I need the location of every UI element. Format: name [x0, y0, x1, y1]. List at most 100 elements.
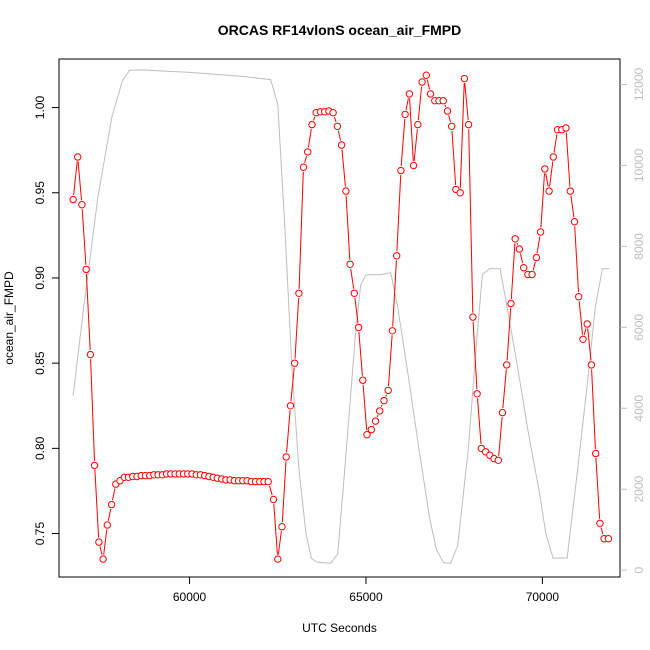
fmpd-segment — [595, 457, 601, 519]
fmpd-point — [308, 120, 316, 129]
fmpd-point — [350, 289, 358, 297]
fmpd-series — [69, 71, 613, 563]
fmpd-point — [359, 376, 367, 384]
fmpd-segment — [448, 115, 451, 123]
fmpd-segment — [506, 307, 512, 361]
fmpd-point — [536, 228, 545, 236]
fmpd-point — [541, 165, 549, 173]
fmpd-segment — [362, 384, 368, 431]
fmpd-point — [507, 299, 515, 308]
fmpd-segment — [413, 129, 418, 162]
y-tick-label: 0.80 — [33, 436, 47, 460]
fmpd-segment — [341, 149, 346, 187]
fmpd-point — [562, 124, 570, 132]
x-tick-label: 60000 — [173, 590, 207, 604]
fmpd-segment — [380, 404, 383, 407]
fmpd-segment — [334, 116, 337, 123]
fmpd-segment — [392, 260, 397, 327]
fmpd-point — [414, 120, 422, 129]
fmpd-segment — [354, 297, 359, 323]
fmpd-segment — [85, 273, 91, 351]
fmpd-point — [528, 270, 536, 279]
fmpd-point — [583, 320, 591, 328]
fmpd-point — [570, 218, 579, 226]
fmpd-point — [532, 253, 541, 262]
fmpd-point — [439, 97, 447, 105]
fmpd-point — [74, 153, 82, 161]
fmpd-point — [380, 396, 388, 405]
y2-tick-label: 8000 — [632, 233, 646, 260]
y-tick-label: 0.75 — [33, 522, 47, 546]
fmpd-point — [295, 289, 303, 297]
fmpd-segment — [553, 134, 558, 153]
fmpd-segment — [350, 268, 355, 289]
fmpd-segment — [396, 175, 402, 252]
y2-tick-label: 0 — [632, 566, 646, 573]
fmpd-point — [549, 153, 557, 161]
fmpd-point — [443, 107, 452, 115]
y-tick-label: 1.00 — [33, 96, 47, 120]
fmpd-segment — [540, 173, 545, 228]
fmpd-point — [393, 252, 401, 260]
fmpd-point — [456, 189, 464, 197]
fmpd-segment — [103, 529, 108, 555]
fmpd-segment — [290, 367, 295, 402]
fmpd-point — [286, 402, 295, 410]
fmpd-point — [418, 78, 426, 86]
fmpd-segment — [281, 461, 287, 523]
fmpd-segment — [591, 369, 596, 450]
fmpd-point — [469, 313, 477, 321]
fmpd-point — [409, 161, 418, 170]
altitude-line — [72, 69, 610, 564]
y2-tick-label: 4000 — [632, 395, 646, 422]
fmpd-point — [299, 163, 308, 171]
fmpd-segment — [358, 331, 363, 376]
fmpd-segment — [94, 469, 100, 538]
fmpd-point — [422, 71, 430, 79]
fmpd-point — [426, 90, 435, 98]
fmpd-point — [90, 461, 99, 470]
fmpd-point — [95, 538, 103, 546]
fmpd-point — [520, 264, 528, 272]
x-axis: 60000 65000 70000 — [173, 577, 559, 604]
fmpd-point — [503, 361, 511, 369]
fmpd-segment — [376, 414, 379, 418]
fmpd-segment — [464, 83, 469, 121]
fmpd-segment — [549, 161, 554, 187]
fmpd-segment — [286, 410, 291, 453]
fmpd-segment — [294, 297, 300, 359]
y2-tick-label: 10000 — [632, 148, 646, 182]
fmpd-segment — [400, 118, 406, 167]
fmpd-point — [333, 122, 342, 131]
fmpd-segment — [298, 171, 304, 289]
fmpd-point — [354, 323, 363, 332]
fmpd-segment — [73, 161, 78, 196]
fmpd-segment — [337, 130, 342, 141]
fmpd-point — [103, 521, 112, 529]
y2-tick-label: 6000 — [632, 314, 646, 341]
fmpd-point — [575, 293, 583, 301]
fmpd-segment — [417, 86, 423, 121]
altitude-series — [72, 69, 610, 564]
fmpd-point — [264, 477, 272, 486]
fmpd-point — [363, 431, 371, 439]
fmpd-segment — [545, 173, 549, 187]
fmpd-segment — [409, 98, 414, 162]
fmpd-point — [269, 495, 278, 504]
fmpd-segment — [583, 328, 587, 336]
fmpd-segment — [444, 104, 447, 107]
y-tick-label: 0.95 — [33, 181, 47, 205]
fmpd-segment — [510, 243, 516, 300]
fmpd-segment — [99, 546, 103, 555]
fmpd-point — [86, 350, 95, 359]
fmpd-segment — [587, 328, 592, 361]
x-axis-label: UTC Seconds — [302, 621, 377, 635]
fmpd-segment — [107, 508, 112, 521]
fmpd-point — [604, 535, 613, 543]
fmpd-segment — [519, 253, 524, 264]
fmpd-segment — [536, 236, 541, 254]
fmpd-point — [107, 500, 116, 509]
fmpd-point — [596, 519, 604, 527]
fmpd-point — [515, 245, 524, 253]
